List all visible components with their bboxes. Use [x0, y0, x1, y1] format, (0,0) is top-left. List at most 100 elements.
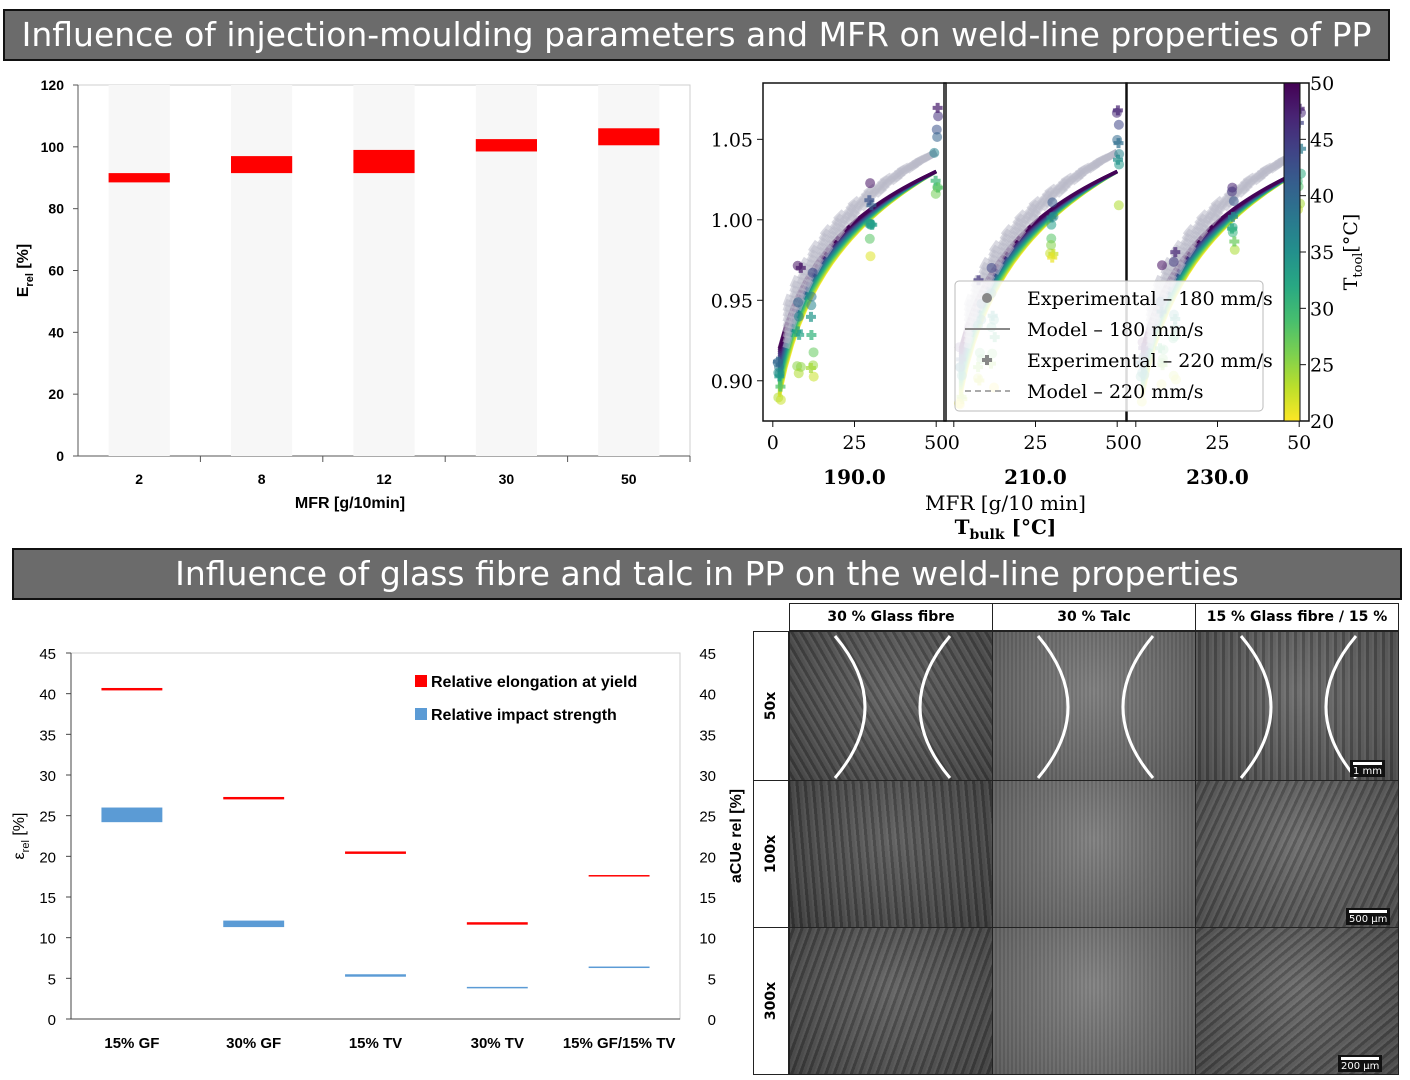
- experimental-point-220: [1229, 236, 1240, 247]
- experimental-point-180: [808, 347, 819, 358]
- experimental-point-220: [805, 311, 816, 322]
- experimental-point-180: [1229, 244, 1240, 255]
- facet-value-label: 190.0: [823, 465, 886, 489]
- experimental-point-220: [933, 182, 944, 193]
- range-bar: [231, 156, 293, 174]
- y-tick-label-left: 25: [39, 809, 56, 826]
- experimental-point-220: [1046, 212, 1057, 223]
- legend-entry-label: Experimental – 220 mm/s: [1027, 350, 1273, 372]
- sem-row-label-100x: 100x: [763, 834, 779, 874]
- legend-entry-label: Relative elongation at yield: [431, 674, 637, 691]
- range-bar-impact: [466, 986, 528, 989]
- bar-shadow: [231, 85, 293, 456]
- y-tick-label-right: 30: [699, 768, 716, 785]
- experimental-point-180: [806, 300, 817, 311]
- x-tick-label: 15% TV: [349, 1035, 402, 1052]
- bar-shadow: [353, 85, 415, 456]
- legend-marker-plus: [982, 355, 992, 365]
- experimental-point-180: [1228, 196, 1239, 207]
- facet-190.0: 0 25 50 190.0: [762, 82, 948, 489]
- sem-micrograph: [789, 631, 993, 781]
- range-bar-impact: [223, 920, 285, 928]
- weld-line-arc-left: [1036, 635, 1070, 779]
- y-tick-label-left: 40: [39, 687, 56, 704]
- range-bar-impact: [101, 807, 163, 823]
- facet-title: Tbulk [°C]: [955, 515, 1057, 543]
- experimental-point-180: [1168, 256, 1179, 267]
- sem-micrograph: [1195, 927, 1399, 1075]
- experimental-point-180: [933, 111, 944, 122]
- model-curve-220: [782, 149, 938, 339]
- scale-bar-200um: 200 µm: [1338, 1055, 1383, 1072]
- experimental-point-180: [1111, 107, 1122, 118]
- y-tick-label: 1.05: [711, 129, 753, 151]
- range-bar-elongation: [588, 875, 650, 877]
- y-tick-label-right: 45: [699, 646, 716, 663]
- erel-vs-mfr-chart: 0 20 40 60 80 100 120 2 8 12 30 50 MFR [g/10min] Erel…: [15, 77, 691, 512]
- range-bar-elongation: [101, 687, 163, 691]
- experimental-point-180: [775, 394, 786, 405]
- experimental-point-220: [1113, 138, 1124, 149]
- range-bar: [108, 173, 170, 183]
- x-tick-label: 0: [1130, 432, 1142, 454]
- colorbar-tick-label: 30: [1310, 298, 1334, 320]
- x-tick-label: 30% TV: [471, 1035, 524, 1052]
- sem-column-header-talc: 30 % Talc: [992, 603, 1196, 631]
- colorbar-tick-label: 35: [1310, 242, 1334, 264]
- y-tick-label-right: 5: [708, 971, 716, 988]
- legend-marker-circle: [982, 293, 992, 303]
- x-tick-label: 8: [258, 471, 266, 487]
- y-tick-label-left: 15: [39, 890, 56, 907]
- x-tick-label: 30% GF: [226, 1035, 281, 1052]
- range-bar: [475, 139, 537, 152]
- y-tick-label: 80: [48, 201, 64, 217]
- model-curve-220: [782, 149, 938, 318]
- plot-area: [70, 652, 681, 1020]
- model-curve-220: [782, 149, 938, 313]
- experimental-point-180: [986, 262, 997, 273]
- y-tick-label: 20: [48, 386, 64, 402]
- facet-scatter-chart: 0 25 50 190.0 0 25 50 210.0 0 25 50 230.0 0.90 0.95 1.…: [711, 73, 1366, 543]
- facet-value-label: 230.0: [1186, 465, 1249, 489]
- legend-entry-label: Experimental – 180 mm/s: [1027, 288, 1273, 310]
- y-tick-label-left: 10: [39, 931, 56, 948]
- experimental-point-180: [1157, 260, 1168, 271]
- bar-shadow: [598, 85, 660, 456]
- legend-box: [954, 280, 1264, 412]
- experimental-point-180: [1047, 197, 1058, 208]
- y-axis-title-left: εrel [%]: [11, 813, 32, 860]
- y-tick-label: 1.00: [711, 210, 753, 232]
- experimental-point-180: [865, 218, 876, 229]
- experimental-point-180: [1113, 200, 1124, 211]
- x-tick-label: 2: [135, 471, 143, 487]
- weld-line-marker: [1239, 635, 1358, 779]
- experimental-point-180: [931, 124, 942, 135]
- scale-bar-500um: 500 µm: [1346, 908, 1391, 925]
- y-axis-title-right: aCUe rel [%]: [728, 789, 745, 883]
- experimental-point-180: [929, 147, 940, 158]
- sem-row-label-300x: 300x: [763, 981, 779, 1021]
- sem-micrograph: [992, 927, 1196, 1075]
- model-curve-220: [963, 149, 1119, 313]
- x-tick-label: 50: [1105, 432, 1129, 454]
- y-tick-label: 100: [41, 139, 65, 155]
- x-tick-label: 15% GF/15% TV: [563, 1035, 676, 1052]
- experimental-point-220: [1047, 252, 1058, 263]
- facet-frame: [762, 82, 947, 422]
- sem-row-header-100x: 100x: [753, 780, 789, 928]
- y-tick-label-right: 15: [699, 890, 716, 907]
- legend-entry-label: Relative impact strength: [431, 707, 617, 724]
- weld-line-marker: [1036, 635, 1155, 779]
- y-tick-label: 0.90: [711, 371, 753, 393]
- experimental-point-180: [865, 178, 876, 189]
- model-curve-220: [963, 149, 1119, 318]
- range-bar-elongation: [223, 796, 285, 800]
- experimental-point-220: [775, 381, 786, 392]
- bar-shadow: [108, 85, 170, 456]
- y-tick-label: 0.95: [711, 290, 753, 312]
- experimental-point-220: [932, 102, 943, 113]
- experimental-point-180: [808, 371, 819, 382]
- experimental-point-220: [1170, 247, 1181, 258]
- x-tick-label: 12: [376, 471, 392, 487]
- y-tick-label-left: 45: [39, 646, 56, 663]
